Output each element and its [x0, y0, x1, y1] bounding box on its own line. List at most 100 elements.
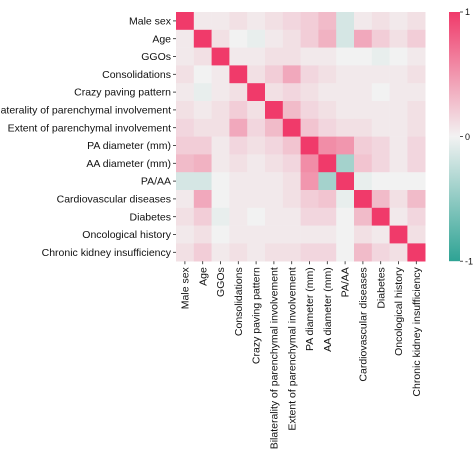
heatmap-cell	[300, 29, 319, 48]
heatmap-cell	[336, 47, 355, 66]
heatmap-cell	[336, 136, 355, 155]
heatmap-cell	[389, 207, 408, 226]
row-label: Age	[152, 33, 171, 45]
heatmap-cell	[247, 136, 266, 155]
heatmap-cell	[371, 101, 390, 120]
heatmap-cell	[176, 101, 195, 120]
heatmap-cell	[193, 243, 212, 262]
heatmap-cell	[371, 243, 390, 262]
column-label: GGOs	[215, 267, 227, 297]
heatmap-cell	[265, 225, 284, 244]
heatmap-cell	[300, 243, 319, 262]
heatmap-cell	[354, 154, 373, 173]
heatmap-cell	[354, 136, 373, 155]
heatmap-cell	[389, 172, 408, 191]
column-label: Age	[197, 267, 209, 286]
heatmap-cell	[282, 12, 301, 31]
heatmap-cell	[407, 207, 426, 226]
heatmap-cell	[229, 101, 248, 120]
row-label: AA diameter (mm)	[86, 158, 171, 170]
heatmap-cell	[354, 225, 373, 244]
heatmap-cell	[354, 47, 373, 66]
row-label: Chronic kidney insufficiency	[42, 247, 172, 259]
heatmap-cell	[193, 136, 212, 155]
heatmap-cell	[371, 83, 390, 102]
heatmap-cell	[318, 83, 337, 102]
heatmap-cell	[300, 190, 319, 209]
heatmap-cell	[229, 207, 248, 226]
heatmap-cell	[265, 154, 284, 173]
heatmap-cell	[229, 65, 248, 84]
heatmap-cell	[336, 65, 355, 84]
heatmap-cell	[211, 12, 230, 31]
heatmap-cell	[211, 190, 230, 209]
heatmap-cell	[211, 47, 230, 66]
heatmap-cell	[389, 65, 408, 84]
heatmap-cell	[211, 172, 230, 191]
heatmap-cell	[300, 47, 319, 66]
row-label: PA/AA	[141, 176, 171, 188]
heatmap-cell	[407, 47, 426, 66]
heatmap-cell	[176, 225, 195, 244]
row-label: Cardiovascular diseases	[57, 194, 171, 206]
row-label: Male sex	[129, 16, 172, 28]
heatmap-cell	[193, 172, 212, 191]
row-label: Consolidations	[102, 69, 171, 81]
column-label: PA diameter (mm)	[304, 267, 316, 351]
heatmap-cell	[211, 65, 230, 84]
heatmap-cell	[247, 190, 266, 209]
heatmap-cell	[354, 118, 373, 137]
heatmap-cell	[336, 101, 355, 120]
heatmap-cell	[407, 65, 426, 84]
heatmap-cell	[407, 190, 426, 209]
heatmap-cell	[407, 12, 426, 31]
heatmap-cell	[247, 101, 266, 120]
heatmap-cell	[193, 12, 212, 31]
heatmap-cell	[229, 225, 248, 244]
heatmap-cell	[282, 65, 301, 84]
heatmap-cell	[371, 29, 390, 48]
heatmap-cell	[229, 47, 248, 66]
heatmap-cell	[176, 29, 195, 48]
heatmap-cell	[354, 65, 373, 84]
heatmap-cell	[371, 65, 390, 84]
heatmap-cell	[247, 172, 266, 191]
heatmap-cell	[336, 12, 355, 31]
heatmap-cell	[265, 118, 284, 137]
heatmap-cell	[282, 136, 301, 155]
heatmap-cell	[282, 172, 301, 191]
heatmap-cell	[247, 65, 266, 84]
heatmap-cells	[176, 12, 426, 262]
heatmap-cell	[389, 136, 408, 155]
heatmap-cell	[389, 225, 408, 244]
heatmap-cell	[229, 118, 248, 137]
heatmap-cell	[336, 118, 355, 137]
heatmap-cell	[354, 190, 373, 209]
heatmap-cell	[176, 190, 195, 209]
column-label: Crazy paving pattern	[251, 267, 263, 364]
heatmap-cell	[407, 136, 426, 155]
heatmap-cell	[371, 172, 390, 191]
heatmap-cell	[407, 118, 426, 137]
heatmap-cell	[336, 83, 355, 102]
heatmap-cell	[176, 243, 195, 262]
heatmap-cell	[300, 83, 319, 102]
heatmap-cell	[318, 65, 337, 84]
heatmap-cell	[354, 101, 373, 120]
heatmap-cell	[407, 172, 426, 191]
heatmap-cell	[407, 154, 426, 173]
heatmap-cell	[211, 136, 230, 155]
heatmap-cell	[265, 47, 284, 66]
heatmap-cell	[282, 101, 301, 120]
heatmap-cell	[354, 29, 373, 48]
heatmap-cell	[193, 65, 212, 84]
heatmap-cell	[176, 136, 195, 155]
heatmap-cell	[389, 243, 408, 262]
heatmap-cell	[318, 47, 337, 66]
heatmap-cell	[354, 83, 373, 102]
heatmap-cell	[282, 154, 301, 173]
heatmap-cell	[193, 207, 212, 226]
heatmap-cell	[265, 101, 284, 120]
column-label: Chronic kidney insufficiency	[411, 266, 423, 396]
